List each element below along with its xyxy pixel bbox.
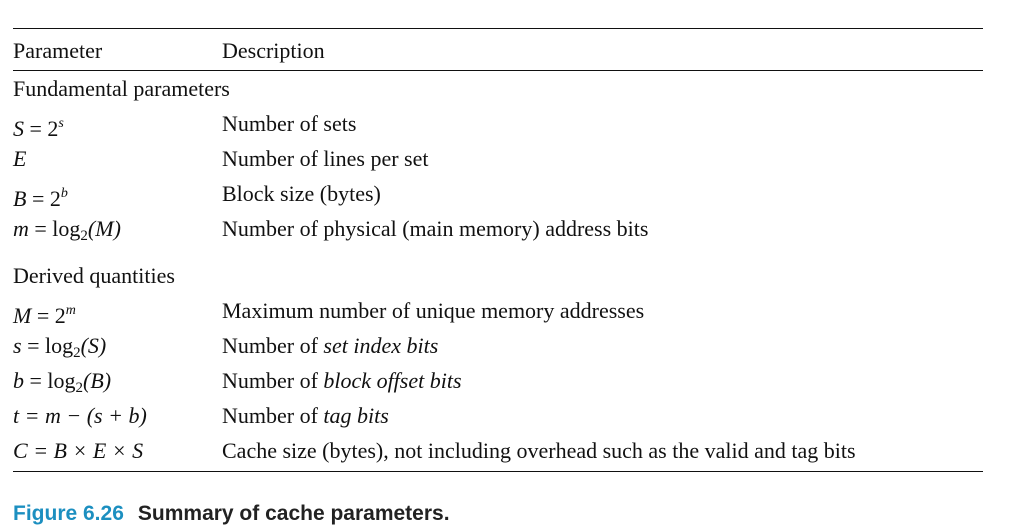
table-row: s = log2(S) Number of set index bits: [13, 328, 983, 363]
description-cell: Maximum number of unique memory addresse…: [222, 298, 645, 323]
table-row: C = B × E × S Cache size (bytes), not in…: [13, 433, 983, 468]
table-row: S = 2s Number of sets: [13, 106, 983, 141]
group-title-fundamental: Fundamental parameters: [13, 76, 230, 101]
description-cell: Number of physical (main memory) address…: [222, 216, 649, 241]
header-description: Description: [222, 38, 325, 63]
parameter-cell: C = B × E × S: [13, 438, 144, 463]
description-cell: Block size (bytes): [222, 181, 381, 206]
figure-title: Summary of cache parameters.: [137, 502, 450, 525]
group-title-derived: Derived quantities: [13, 263, 175, 288]
group-gap: [13, 246, 983, 258]
description-cell: Number of block offset bits: [222, 368, 462, 393]
description-cell: Number of sets: [222, 111, 357, 136]
parameter-cell: S = 2s: [13, 116, 64, 141]
cache-parameters-table: Parameter Description Fundamental parame…: [13, 28, 983, 472]
description-cell: Number of lines per set: [222, 146, 429, 171]
table-row: M = 2m Maximum number of unique memory a…: [13, 293, 983, 328]
parameter-cell: s = log2(S): [13, 333, 107, 361]
table-row: b = log2(B) Number of block offset bits: [13, 363, 983, 398]
top-rule: [13, 28, 983, 29]
bottom-rule: [13, 471, 983, 472]
parameter-cell: M = 2m: [13, 303, 76, 328]
header-parameter: Parameter: [13, 38, 103, 63]
table-row: B = 2b Block size (bytes): [13, 176, 983, 211]
parameter-cell: t = m − (s + b): [13, 403, 147, 428]
parameter-cell: B = 2b: [13, 186, 68, 211]
figure-number: Figure 6.26: [13, 502, 124, 525]
description-cell: Number of set index bits: [222, 333, 439, 358]
figure-caption: Figure 6.26 Summary of cache parameters.: [13, 502, 450, 526]
parameter-cell: m = log2(M): [13, 216, 121, 244]
description-cell: Cache size (bytes), not including overhe…: [222, 438, 856, 463]
parameter-cell: b = log2(B): [13, 368, 112, 396]
header-rule: [13, 70, 983, 71]
table-row: m = log2(M) Number of physical (main mem…: [13, 211, 983, 246]
parameter-cell: E: [13, 146, 27, 171]
description-cell: Number of tag bits: [222, 403, 389, 428]
table-row: E Number of lines per set: [13, 141, 983, 176]
table-row: t = m − (s + b) Number of tag bits: [13, 398, 983, 433]
table-header: Parameter Description: [13, 29, 983, 70]
